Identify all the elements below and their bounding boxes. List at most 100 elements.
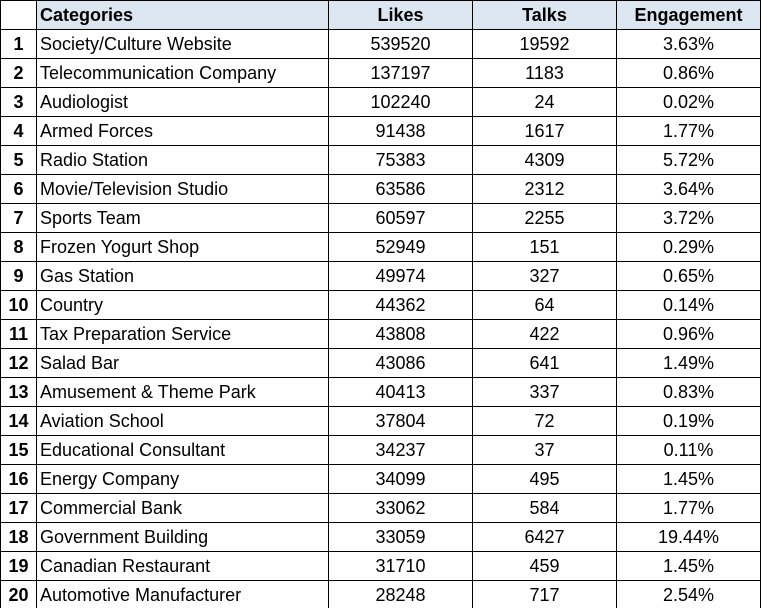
engagement-cell[interactable]: 3.72%	[616, 203, 761, 233]
engagement-cell[interactable]: 0.83%	[616, 377, 761, 407]
row-number[interactable]: 15	[0, 435, 37, 465]
category-cell[interactable]: Aviation School	[36, 406, 329, 436]
engagement-cell[interactable]: 0.11%	[616, 435, 761, 465]
talks-cell[interactable]: 1183	[472, 58, 617, 88]
engagement-cell[interactable]: 1.49%	[616, 348, 761, 378]
likes-cell[interactable]: 33062	[328, 493, 473, 523]
talks-cell[interactable]: 422	[472, 319, 617, 349]
row-number[interactable]: 16	[0, 464, 37, 494]
category-cell[interactable]: Movie/Television Studio	[36, 174, 329, 204]
likes-cell[interactable]: 34237	[328, 435, 473, 465]
engagement-cell[interactable]: 1.45%	[616, 464, 761, 494]
category-cell[interactable]: Educational Consultant	[36, 435, 329, 465]
header-talks[interactable]: Talks	[472, 0, 617, 30]
engagement-cell[interactable]: 2.54%	[616, 580, 761, 608]
likes-cell[interactable]: 75383	[328, 145, 473, 175]
row-number[interactable]: 3	[0, 87, 37, 117]
likes-cell[interactable]: 60597	[328, 203, 473, 233]
likes-cell[interactable]: 43808	[328, 319, 473, 349]
row-number[interactable]: 8	[0, 232, 37, 262]
row-number[interactable]: 18	[0, 522, 37, 552]
talks-cell[interactable]: 2255	[472, 203, 617, 233]
engagement-cell[interactable]: 3.64%	[616, 174, 761, 204]
category-cell[interactable]: Commercial Bank	[36, 493, 329, 523]
engagement-cell[interactable]: 0.19%	[616, 406, 761, 436]
likes-cell[interactable]: 28248	[328, 580, 473, 608]
row-number[interactable]: 4	[0, 116, 37, 146]
category-cell[interactable]: Frozen Yogurt Shop	[36, 232, 329, 262]
engagement-cell[interactable]: 19.44%	[616, 522, 761, 552]
engagement-cell[interactable]: 0.96%	[616, 319, 761, 349]
row-number[interactable]: 2	[0, 58, 37, 88]
category-cell[interactable]: Automotive Manufacturer	[36, 580, 329, 608]
row-number[interactable]: 1	[0, 29, 37, 59]
likes-cell[interactable]: 31710	[328, 551, 473, 581]
talks-cell[interactable]: 327	[472, 261, 617, 291]
engagement-cell[interactable]: 0.02%	[616, 87, 761, 117]
row-number[interactable]: 20	[0, 580, 37, 608]
talks-cell[interactable]: 459	[472, 551, 617, 581]
engagement-cell[interactable]: 0.65%	[616, 261, 761, 291]
talks-cell[interactable]: 151	[472, 232, 617, 262]
talks-cell[interactable]: 495	[472, 464, 617, 494]
talks-cell[interactable]: 24	[472, 87, 617, 117]
row-number[interactable]: 7	[0, 203, 37, 233]
category-cell[interactable]: Gas Station	[36, 261, 329, 291]
talks-cell[interactable]: 337	[472, 377, 617, 407]
row-number[interactable]: 6	[0, 174, 37, 204]
talks-cell[interactable]: 72	[472, 406, 617, 436]
engagement-cell[interactable]: 0.86%	[616, 58, 761, 88]
engagement-cell[interactable]: 1.77%	[616, 493, 761, 523]
category-cell[interactable]: Armed Forces	[36, 116, 329, 146]
likes-cell[interactable]: 539520	[328, 29, 473, 59]
engagement-cell[interactable]: 0.14%	[616, 290, 761, 320]
category-cell[interactable]: Government Building	[36, 522, 329, 552]
likes-cell[interactable]: 63586	[328, 174, 473, 204]
likes-cell[interactable]: 44362	[328, 290, 473, 320]
category-cell[interactable]: Energy Company	[36, 464, 329, 494]
likes-cell[interactable]: 33059	[328, 522, 473, 552]
talks-cell[interactable]: 1617	[472, 116, 617, 146]
row-number[interactable]: 5	[0, 145, 37, 175]
talks-cell[interactable]: 584	[472, 493, 617, 523]
row-number[interactable]: 10	[0, 290, 37, 320]
row-number[interactable]: 14	[0, 406, 37, 436]
category-cell[interactable]: Tax Preparation Service	[36, 319, 329, 349]
header-likes[interactable]: Likes	[328, 0, 473, 30]
talks-cell[interactable]: 2312	[472, 174, 617, 204]
likes-cell[interactable]: 43086	[328, 348, 473, 378]
talks-cell[interactable]: 4309	[472, 145, 617, 175]
category-cell[interactable]: Telecommunication Company	[36, 58, 329, 88]
header-engagement[interactable]: Engagement	[616, 0, 761, 30]
engagement-cell[interactable]: 3.63%	[616, 29, 761, 59]
talks-cell[interactable]: 19592	[472, 29, 617, 59]
engagement-cell[interactable]: 1.77%	[616, 116, 761, 146]
likes-cell[interactable]: 40413	[328, 377, 473, 407]
row-number[interactable]: 11	[0, 319, 37, 349]
talks-cell[interactable]: 37	[472, 435, 617, 465]
category-cell[interactable]: Society/Culture Website	[36, 29, 329, 59]
row-number[interactable]: 12	[0, 348, 37, 378]
row-number[interactable]: 19	[0, 551, 37, 581]
category-cell[interactable]: Country	[36, 290, 329, 320]
talks-cell[interactable]: 717	[472, 580, 617, 608]
category-cell[interactable]: Amusement & Theme Park	[36, 377, 329, 407]
talks-cell[interactable]: 6427	[472, 522, 617, 552]
header-categories[interactable]: Categories	[36, 0, 329, 30]
likes-cell[interactable]: 137197	[328, 58, 473, 88]
likes-cell[interactable]: 91438	[328, 116, 473, 146]
likes-cell[interactable]: 52949	[328, 232, 473, 262]
engagement-cell[interactable]: 0.29%	[616, 232, 761, 262]
category-cell[interactable]: Audiologist	[36, 87, 329, 117]
category-cell[interactable]: Sports Team	[36, 203, 329, 233]
likes-cell[interactable]: 34099	[328, 464, 473, 494]
category-cell[interactable]: Radio Station	[36, 145, 329, 175]
row-number[interactable]: 17	[0, 493, 37, 523]
row-number[interactable]: 9	[0, 261, 37, 291]
row-number[interactable]: 13	[0, 377, 37, 407]
engagement-cell[interactable]: 1.45%	[616, 551, 761, 581]
engagement-cell[interactable]: 5.72%	[616, 145, 761, 175]
likes-cell[interactable]: 37804	[328, 406, 473, 436]
category-cell[interactable]: Salad Bar	[36, 348, 329, 378]
talks-cell[interactable]: 64	[472, 290, 617, 320]
